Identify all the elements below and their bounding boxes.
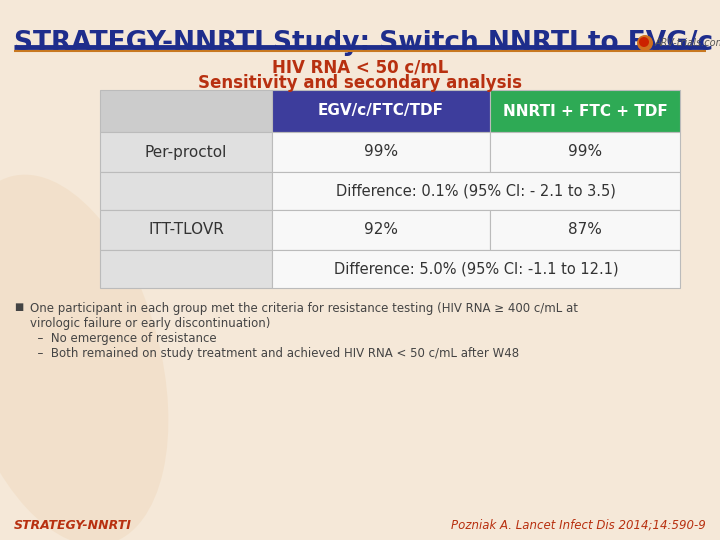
Text: –  Both remained on study treatment and achieved HIV RNA < 50 c/mL after W48: – Both remained on study treatment and a… (30, 347, 519, 360)
Bar (272, 172, 680, 210)
Bar (100, 90, 272, 132)
Bar (490, 90, 680, 132)
Text: STRATEGY-NNRTI Study: Switch NNRTI to EVG/c: STRATEGY-NNRTI Study: Switch NNRTI to EV… (14, 30, 713, 56)
Text: virologic failure or early discontinuation): virologic failure or early discontinuati… (30, 317, 271, 330)
Circle shape (639, 37, 649, 47)
Bar (272, 90, 490, 132)
Bar (100, 172, 272, 210)
Bar (100, 250, 272, 288)
Text: ITT-TLOVR: ITT-TLOVR (148, 222, 224, 238)
Text: Pozniak A. Lancet Infect Dis 2014;14:590-9: Pozniak A. Lancet Infect Dis 2014;14:590… (451, 519, 706, 532)
Bar (100, 210, 272, 250)
Text: Difference: 0.1% (95% CI: - 2.1 to 3.5): Difference: 0.1% (95% CI: - 2.1 to 3.5) (336, 184, 616, 199)
Text: –  No emergence of resistance: – No emergence of resistance (30, 332, 217, 345)
Text: ■: ■ (14, 302, 23, 312)
Bar (490, 210, 680, 250)
Text: 99%: 99% (568, 145, 602, 159)
Bar (272, 250, 680, 288)
Text: Difference: 5.0% (95% CI: -1.1 to 12.1): Difference: 5.0% (95% CI: -1.1 to 12.1) (333, 261, 618, 276)
Text: NNRTI + FTC + TDF: NNRTI + FTC + TDF (503, 104, 667, 118)
Circle shape (637, 35, 653, 51)
Text: Per-proctol: Per-proctol (145, 145, 228, 159)
Ellipse shape (0, 174, 168, 540)
Text: 87%: 87% (568, 222, 602, 238)
Bar (272, 132, 490, 172)
Text: 99%: 99% (364, 145, 398, 159)
Text: ARV-trials.com: ARV-trials.com (655, 38, 720, 48)
Text: EGV/c/FTC/TDF: EGV/c/FTC/TDF (318, 104, 444, 118)
Text: 92%: 92% (364, 222, 398, 238)
Text: STRATEGY-NNRTI: STRATEGY-NNRTI (14, 519, 132, 532)
Text: Sensitivity and secondary analysis: Sensitivity and secondary analysis (198, 74, 522, 92)
Bar (100, 132, 272, 172)
Bar (490, 132, 680, 172)
Bar (272, 210, 490, 250)
Text: One participant in each group met the criteria for resistance testing (HIV RNA ≥: One participant in each group met the cr… (30, 302, 578, 315)
Text: HIV RNA < 50 c/mL: HIV RNA < 50 c/mL (272, 59, 448, 77)
